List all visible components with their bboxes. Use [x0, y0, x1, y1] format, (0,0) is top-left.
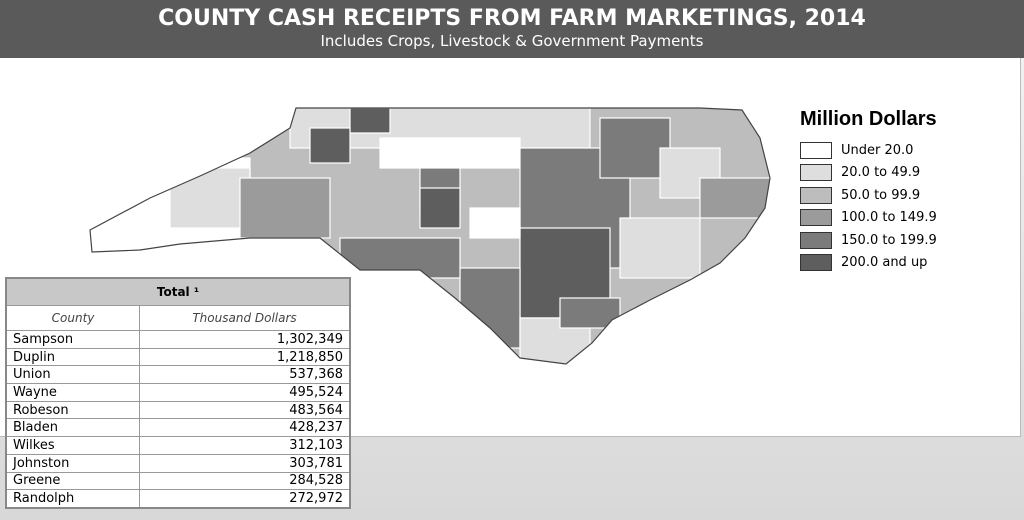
county-value: 1,302,349 [139, 330, 351, 349]
county-value: 483,564 [139, 400, 351, 420]
table-row: Wilkes 312,103 [5, 436, 351, 455]
table-row: Randolph 272,972 [5, 489, 351, 509]
header: COUNTY CASH RECEIPTS FROM FARM MARKETING… [0, 0, 1024, 58]
legend-swatch [800, 141, 832, 159]
county-name: Robeson [5, 400, 141, 420]
legend-label: 50.0 to 99.9 [841, 187, 921, 203]
legend-item: 100.0 to 149.9 [800, 207, 937, 230]
county-name: Union [5, 365, 141, 385]
table-row: Duplin 1,218,850 [5, 347, 351, 367]
county-name: Wilkes [5, 436, 141, 455]
legend-item: 200.0 and up [800, 252, 937, 275]
legend: Million Dollars Under 20.0 20.0 to 49.9 50… [800, 108, 937, 274]
county-value: 1,218,850 [139, 347, 351, 367]
legend-item: 20.0 to 49.9 [800, 162, 937, 185]
county-value: 272,972 [139, 489, 351, 509]
legend-item: 50.0 to 99.9 [800, 184, 937, 207]
legend-item: 150.0 to 199.9 [800, 229, 937, 252]
county-value: 495,524 [139, 383, 351, 402]
column-header: County [5, 305, 141, 331]
county-name: Greene [5, 471, 141, 491]
table-row: Sampson 1,302,349 [5, 330, 351, 349]
table-row: Wayne 495,524 [5, 383, 351, 402]
county-name: Bladen [5, 418, 141, 438]
data-table: Total ¹ County Thousand Dollars Sampson 1,… [5, 277, 351, 509]
legend-label: 150.0 to 199.9 [841, 232, 937, 248]
legend-label: 20.0 to 49.9 [841, 165, 921, 181]
county-name: Sampson [5, 330, 141, 349]
table-title: Total ¹ [5, 277, 351, 306]
legend-title: Million Dollars [800, 108, 937, 130]
legend-label: 200.0 and up [841, 255, 928, 271]
county-value: 312,103 [139, 436, 351, 455]
county-name: Randolph [5, 489, 141, 509]
county-name: Wayne [5, 383, 141, 402]
county-value: 284,528 [139, 471, 351, 491]
table-row: Johnston 303,781 [5, 453, 351, 473]
legend-label: 100.0 to 149.9 [841, 210, 937, 226]
legend-swatch [800, 209, 832, 227]
table-row: Greene 284,528 [5, 471, 351, 491]
column-header: Thousand Dollars [139, 305, 351, 331]
title: COUNTY CASH RECEIPTS FROM FARM MARKETING… [158, 6, 866, 31]
legend-items: Under 20.0 20.0 to 49.9 50.0 to 99.9 100.0 … [800, 139, 937, 274]
legend-item: Under 20.0 [800, 139, 937, 162]
county-value: 537,368 [139, 365, 351, 385]
table-row: Robeson 483,564 [5, 400, 351, 420]
legend-swatch [800, 164, 832, 182]
subtitle: Includes Crops, Livestock & Government P… [320, 32, 704, 50]
table-row: Union 537,368 [5, 365, 351, 385]
county-name: Duplin [5, 347, 141, 367]
table-row: Bladen 428,237 [5, 418, 351, 438]
state-outline [89, 107, 771, 365]
county-value: 428,237 [139, 418, 351, 438]
county-value: 303,781 [139, 453, 351, 473]
legend-swatch [800, 231, 832, 249]
legend-label: Under 20.0 [841, 142, 914, 158]
legend-swatch [800, 254, 832, 272]
county-name: Johnston [5, 453, 141, 473]
legend-swatch [800, 186, 832, 204]
